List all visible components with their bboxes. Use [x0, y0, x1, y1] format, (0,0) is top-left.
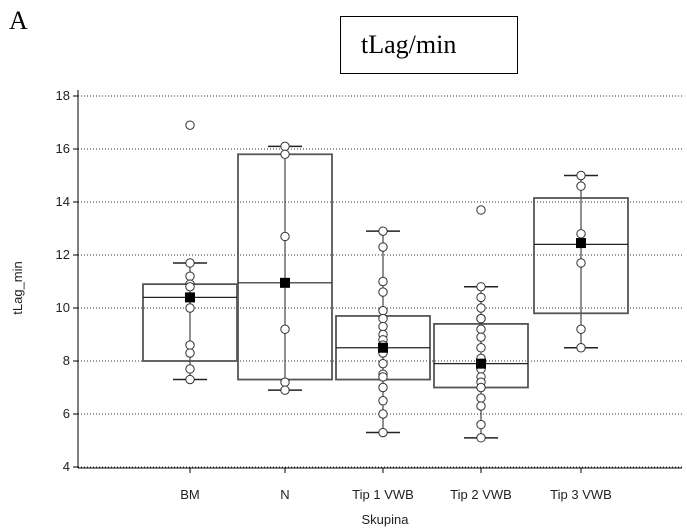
y-axis-label: tLag_min [10, 261, 25, 314]
data-point [576, 324, 586, 334]
mean-marker [280, 277, 290, 288]
panel-letter: A [9, 6, 28, 35]
data-point [476, 205, 486, 215]
y-tick-label: 14 [56, 194, 70, 209]
data-point [476, 401, 486, 411]
data-point [378, 409, 388, 419]
data-point [476, 282, 486, 292]
data-point [185, 340, 195, 350]
data-point [185, 258, 195, 268]
chart-title-box: tLag/min [340, 16, 518, 74]
chart-title: tLag/min [361, 30, 457, 59]
data-point [378, 305, 388, 316]
data-point [378, 313, 388, 324]
data-point [280, 231, 290, 242]
data-point [378, 226, 388, 236]
x-axis-label: Skupina [362, 512, 410, 527]
data-point [476, 343, 486, 353]
data-point [280, 385, 290, 395]
data-point [476, 332, 486, 342]
data-point [476, 292, 486, 303]
data-point [576, 170, 586, 181]
x-tick-label: Tip 1 VWB [352, 487, 414, 502]
data-point [185, 120, 195, 130]
data-point [378, 396, 388, 406]
data-point [378, 382, 388, 393]
y-tick-label: 6 [63, 406, 70, 421]
data-point [378, 372, 388, 382]
data-point [378, 276, 388, 287]
y-tick-label: 10 [56, 300, 70, 315]
x-tick-label: N [280, 487, 289, 502]
data-point [185, 303, 195, 313]
data-point [185, 374, 195, 385]
data-point [476, 382, 486, 393]
mean-marker [185, 292, 195, 303]
data-point [476, 324, 486, 334]
data-point [378, 242, 388, 252]
data-point [476, 433, 486, 443]
y-tick-label: 4 [63, 459, 70, 474]
x-tick-label: Tip 3 VWB [550, 487, 612, 502]
point-layer [185, 120, 586, 443]
data-point [378, 427, 388, 438]
data-point [185, 271, 195, 281]
data-point [185, 348, 195, 358]
data-point [378, 358, 388, 369]
y-tick-label: 16 [56, 141, 70, 156]
data-point [378, 321, 388, 332]
data-point [280, 324, 290, 334]
data-point [576, 229, 586, 239]
data-point [576, 258, 586, 268]
y-tick-label: 8 [63, 353, 70, 368]
data-point [280, 149, 290, 160]
data-point [280, 377, 290, 387]
axis-layer: 4 6 8 10 12 14 16 18 BM N Tip 1 VWB Tip 2 VWB Tip 3 … [56, 88, 682, 502]
y-tick-label: 12 [56, 247, 70, 262]
data-point [378, 287, 388, 297]
data-point [576, 343, 586, 353]
y-tick-label: 18 [56, 88, 70, 103]
mean-marker [476, 358, 486, 369]
data-point [476, 393, 486, 403]
data-point [185, 364, 195, 374]
data-point [476, 313, 486, 324]
data-point [576, 181, 586, 191]
mean-marker [378, 342, 388, 353]
box-tip-3-vwb [533, 197, 629, 315]
data-point [476, 303, 486, 313]
mean-marker [576, 238, 586, 249]
data-point [280, 141, 290, 152]
x-tick-label: BM [180, 487, 200, 502]
x-tick-label: Tip 2 VWB [450, 487, 512, 502]
data-point [476, 419, 486, 430]
data-point [185, 282, 195, 292]
